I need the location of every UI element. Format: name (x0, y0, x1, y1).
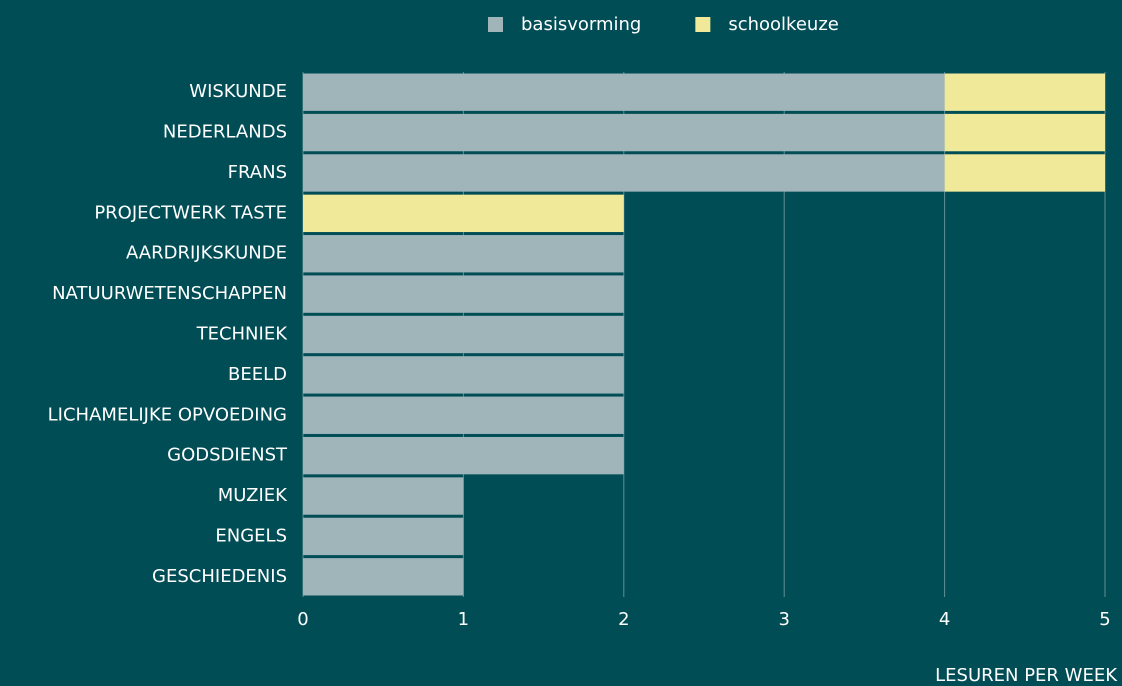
y-tick-label: GODSDIENST (167, 445, 288, 466)
y-tick-label: WISKUNDE (189, 81, 287, 102)
bar-segment (303, 194, 624, 233)
y-tick-label: AARDRIJKSKUNDE (126, 243, 287, 264)
y-tick-label: ENGELS (215, 525, 287, 546)
bar-segment (303, 517, 464, 556)
y-tick-label: PROJECTWERK TASTE (94, 202, 287, 223)
y-tick-label: NATUURWETENSCHAPPEN (52, 283, 287, 304)
legend-swatch (488, 17, 503, 32)
x-axis-label: LESUREN PER WEEK (935, 665, 1118, 686)
legend-swatch (695, 17, 711, 32)
bar-segment (303, 275, 624, 313)
legend-label: basisvorming (521, 14, 641, 35)
y-tick-label: FRANS (228, 162, 287, 183)
bar-segment (944, 113, 1105, 152)
x-tick-label: 2 (618, 609, 629, 630)
legend-label: schoolkeuze (728, 14, 839, 35)
bar-segment (303, 356, 624, 394)
bar-segment (944, 73, 1105, 111)
bar-segment (303, 558, 464, 596)
x-tick-label: 4 (939, 609, 950, 630)
bar-segment (303, 436, 624, 475)
y-tick-label: NEDERLANDS (163, 122, 287, 143)
bar-segment (944, 154, 1105, 192)
bar-segment (303, 396, 624, 434)
y-tick-label: TECHNIEK (196, 324, 289, 345)
bar-segment (303, 235, 624, 273)
y-tick-label: BEELD (228, 364, 287, 385)
y-tick-label: MUZIEK (218, 485, 288, 506)
x-tick-label: 5 (1099, 609, 1110, 630)
y-tick-label: LICHAMELIJKE OPVOEDING (48, 404, 287, 425)
x-tick-label: 3 (778, 609, 789, 630)
x-tick-label: 0 (297, 609, 308, 630)
x-tick-label: 1 (458, 609, 469, 630)
bar-segment (303, 477, 464, 515)
bar-segment (303, 113, 945, 152)
bar-segment (303, 315, 624, 354)
y-tick-label: GESCHIEDENIS (152, 566, 287, 587)
bar-segment (303, 73, 945, 111)
bar-segment (303, 154, 945, 192)
